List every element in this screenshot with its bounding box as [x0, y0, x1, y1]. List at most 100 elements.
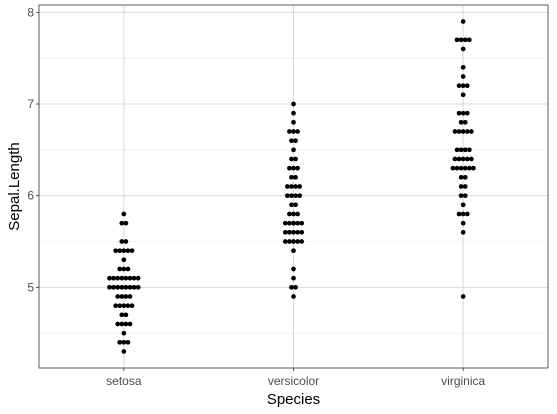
data-point: [460, 211, 466, 217]
data-point: [127, 275, 133, 281]
data-point: [466, 37, 472, 43]
data-point: [287, 211, 292, 217]
data-point: [295, 165, 300, 171]
data-point: [125, 303, 131, 309]
data-point: [460, 83, 466, 89]
data-point: [131, 284, 137, 290]
data-point: [469, 129, 474, 134]
data-point: [121, 257, 127, 263]
data-point: [460, 202, 466, 208]
data-point: [464, 129, 470, 134]
data-point: [123, 275, 129, 281]
data-point: [131, 275, 137, 281]
data-point: [452, 156, 458, 162]
data-point: [125, 339, 131, 345]
data-point: [460, 294, 466, 299]
data-point: [462, 37, 468, 43]
data-point: [291, 110, 296, 116]
data-point: [287, 239, 292, 244]
data-point: [119, 239, 125, 244]
data-point: [117, 248, 123, 254]
data-point: [454, 165, 460, 171]
data-point: [291, 266, 296, 272]
data-point: [119, 284, 125, 290]
data-point: [129, 248, 135, 254]
data-point: [460, 110, 466, 116]
y-axis-title: Sepal.Length: [6, 142, 23, 230]
data-point: [121, 303, 127, 309]
data-point: [115, 284, 121, 290]
data-point: [295, 229, 300, 235]
data-point: [115, 321, 121, 327]
data-point: [291, 220, 296, 226]
data-point: [289, 156, 294, 162]
data-point: [123, 239, 129, 244]
data-point: [107, 275, 112, 281]
data-point: [460, 229, 466, 235]
data-point: [123, 312, 129, 318]
y-tick-label: 5: [27, 280, 34, 294]
data-point: [460, 74, 466, 79]
data-point: [462, 119, 468, 125]
data-point: [297, 193, 302, 199]
data-point: [123, 294, 129, 299]
data-point: [462, 193, 468, 199]
data-point: [113, 303, 118, 309]
x-tick-label: versicolor: [268, 374, 319, 388]
data-point: [471, 165, 476, 171]
data-point: [293, 138, 298, 144]
data-points: [107, 19, 476, 354]
data-point: [454, 37, 460, 43]
data-point: [289, 193, 294, 199]
data-point: [285, 193, 290, 199]
data-point: [458, 193, 464, 199]
y-tick-label: 8: [27, 5, 34, 19]
data-point: [291, 229, 296, 235]
data-point: [113, 248, 118, 254]
data-point: [460, 64, 466, 70]
data-point: [462, 165, 468, 171]
data-point: [293, 202, 298, 208]
data-point: [287, 229, 292, 235]
data-point: [123, 284, 129, 290]
data-point: [293, 156, 298, 162]
data-point: [460, 19, 466, 24]
x-tick-label: setosa: [106, 374, 142, 388]
data-point: [119, 294, 125, 299]
data-point: [291, 101, 296, 107]
data-point: [458, 37, 464, 43]
data-point: [297, 184, 302, 189]
data-point: [289, 138, 294, 144]
data-point: [117, 266, 123, 272]
data-point: [121, 349, 127, 354]
data-point: [464, 110, 470, 116]
data-point: [458, 184, 464, 189]
data-point: [299, 220, 305, 226]
data-point: [458, 174, 464, 180]
data-point: [295, 220, 300, 226]
data-point: [135, 275, 141, 281]
data-point: [121, 248, 127, 254]
data-point: [462, 147, 468, 153]
data-point: [299, 239, 305, 244]
data-point: [460, 220, 466, 226]
data-point: [117, 339, 123, 345]
x-axis-title: Species: [267, 391, 320, 408]
x-tick-label: virginica: [441, 374, 485, 388]
data-point: [469, 156, 474, 162]
data-point: [450, 165, 456, 171]
data-point: [282, 229, 288, 235]
data-point: [117, 303, 123, 309]
data-point: [115, 294, 121, 299]
data-point: [295, 129, 300, 134]
y-tick-label: 6: [27, 189, 34, 203]
data-point: [287, 165, 292, 171]
data-point: [127, 294, 133, 299]
data-point: [460, 46, 466, 52]
data-point: [127, 284, 133, 290]
data-point: [293, 174, 298, 180]
data-point: [462, 184, 468, 189]
data-point: [119, 275, 125, 281]
data-point: [291, 129, 296, 134]
